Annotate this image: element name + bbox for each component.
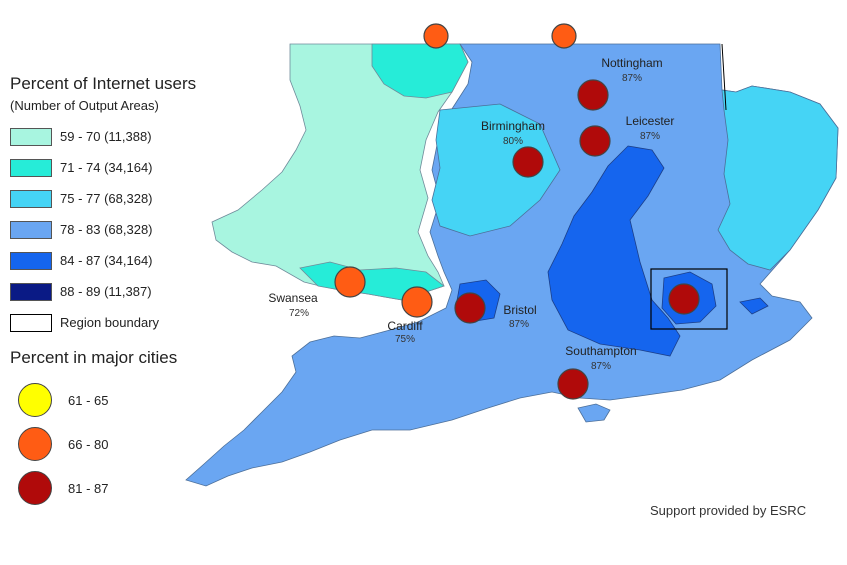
legend-class-label: 88 - 89 (11,387) xyxy=(60,284,152,299)
legend-city-circle xyxy=(18,427,52,461)
city-nottingham-pct: 87% xyxy=(622,73,642,84)
legend-city-class-3: 81 - 87 xyxy=(10,466,260,510)
legend-class-1: 59 - 70 (11,388) xyxy=(10,121,260,152)
legend-city-circle xyxy=(18,471,52,505)
city-cardiff-name: Cardiff xyxy=(387,319,423,333)
city-leicester-pct: 87% xyxy=(640,131,660,142)
region-central-corridor xyxy=(547,145,681,357)
city-southampton-pct: 87% xyxy=(591,361,611,372)
city-birmingham-pct: 80% xyxy=(503,136,523,147)
legend-class-4: 78 - 83 (68,328) xyxy=(10,214,260,245)
legend-city-class-1: 61 - 65 xyxy=(10,378,260,422)
legend-swatch xyxy=(10,220,52,239)
legend-cities-title: Percent in major cities xyxy=(10,348,178,367)
legend-class-6: 88 - 89 (11,387) xyxy=(10,276,260,307)
city-cardiff: Cardiff 75% xyxy=(387,286,433,345)
legend-swatch xyxy=(10,189,52,208)
legend-title: Percent of Internet users xyxy=(10,74,197,93)
region-north-wales xyxy=(371,43,469,99)
city-bristol: Bristol 87% xyxy=(454,292,537,330)
map-legend: Percent of Internet users (Number of Out… xyxy=(10,74,260,510)
city-bristol-name: Bristol xyxy=(503,303,536,317)
legend-swatch xyxy=(10,251,52,270)
legend-class-3: 75 - 77 (68,328) xyxy=(10,183,260,214)
city-bristol-pct: 87% xyxy=(509,319,529,330)
legend-boundary-label: Region boundary xyxy=(60,315,160,330)
legend-class-label: 78 - 83 (68,328) xyxy=(60,222,153,237)
legend-swatch xyxy=(10,127,52,146)
city-birmingham-name: Birmingham xyxy=(481,119,545,133)
region-isle-of-wight xyxy=(577,403,611,423)
city-swansea: Swansea 72% xyxy=(268,266,366,319)
city-southampton: Southampton 87% xyxy=(557,344,637,400)
city-nottingham: Nottingham 87% xyxy=(577,56,663,111)
city-swansea-pct: 72% xyxy=(289,308,309,319)
legend-class-2: 71 - 74 (34,164) xyxy=(10,152,260,183)
city-cardiff-pct: 75% xyxy=(395,334,415,345)
legend-city-label: 81 - 87 xyxy=(68,480,109,496)
legend-subtitle: (Number of Output Areas) xyxy=(10,98,159,113)
legend-city-class-2: 66 - 80 xyxy=(10,422,260,466)
city-leicester: Leicester 87% xyxy=(579,114,675,157)
region-east-anglia xyxy=(717,85,839,271)
city-birmingham: Birmingham 80% xyxy=(481,119,545,178)
legend-swatch xyxy=(10,158,52,177)
legend-city-label: 61 - 65 xyxy=(68,392,109,408)
legend-boundary-swatch xyxy=(10,313,52,332)
city-nottingham-name: Nottingham xyxy=(601,56,662,70)
city-swansea-name: Swansea xyxy=(268,291,318,305)
region-west-midlands xyxy=(431,103,561,237)
legend-city-circle xyxy=(18,383,52,417)
legend-class-5: 84 - 87 (34,164) xyxy=(10,245,260,276)
legend-class-label: 75 - 77 (68,328) xyxy=(60,191,153,206)
credit-text: Support provided by ESRC xyxy=(650,503,807,518)
legend-class-label: 59 - 70 (11,388) xyxy=(60,129,152,144)
legend-city-label: 66 - 80 xyxy=(68,436,109,452)
region-estuary-island xyxy=(739,297,769,315)
city-london xyxy=(668,283,700,315)
city-leicester-name: Leicester xyxy=(626,114,675,128)
city-southampton-name: Southampton xyxy=(565,344,636,358)
legend-swatch xyxy=(10,282,52,301)
london-boundary-box xyxy=(650,268,728,330)
legend-region-boundary: Region boundary xyxy=(10,307,260,338)
legend-class-label: 84 - 87 (34,164) xyxy=(60,253,153,268)
legend-class-label: 71 - 74 (34,164) xyxy=(60,160,153,175)
